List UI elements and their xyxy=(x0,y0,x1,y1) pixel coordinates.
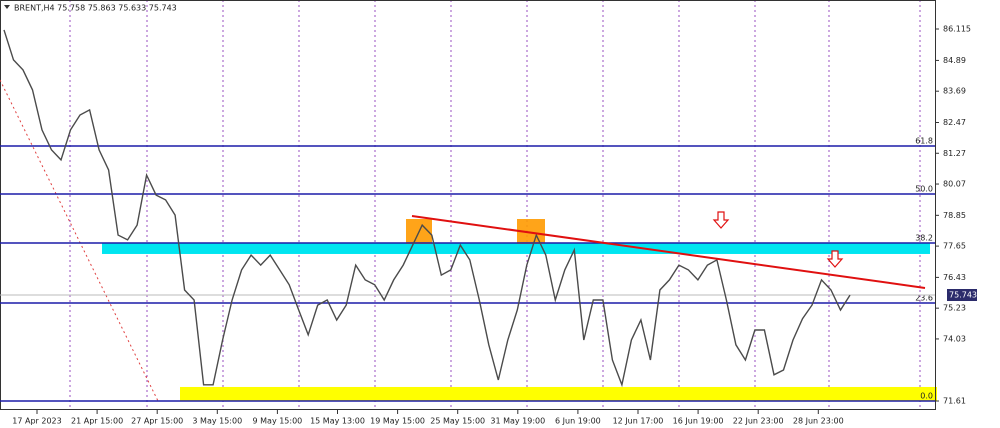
down-arrow xyxy=(712,211,730,229)
x-tick-label: 3 May 15:00 xyxy=(192,417,242,426)
plot-frame xyxy=(0,0,936,410)
x-tick-label: 12 Jun 17:00 xyxy=(613,417,664,426)
dropdown-icon xyxy=(4,5,10,9)
trendline xyxy=(411,214,926,289)
y-tick-label: 86.115 xyxy=(943,25,971,34)
x-tick-label: 9 May 15:00 xyxy=(253,417,303,426)
x-tick-label: 19 May 15:00 xyxy=(370,417,425,426)
fib-label: 38.2 xyxy=(915,233,933,242)
x-tick-label: 21 Apr 15:00 xyxy=(71,417,123,426)
fib-label: 0.0 xyxy=(920,391,933,400)
y-tick-label: 80.07 xyxy=(943,180,966,189)
y-tick-label: 71.61 xyxy=(943,396,966,405)
price-tag xyxy=(947,289,977,302)
x-tick-label: 25 May 15:00 xyxy=(430,417,485,426)
header: BRENT,H4 75.758 75.863 75.633 75.743 xyxy=(14,4,177,13)
y-tick-label: 77.65 xyxy=(943,242,966,251)
x-tick-label: 22 Jun 23:00 xyxy=(733,417,784,426)
price-line xyxy=(3,29,851,388)
y-tick-label: 78.85 xyxy=(943,211,966,220)
fib-label: 61.8 xyxy=(915,136,933,145)
x-tick-label: 28 Jun 23:00 xyxy=(793,417,844,426)
y-tick-label: 76.43 xyxy=(943,273,966,282)
fib-label: 23.6 xyxy=(915,293,933,302)
y-tick-label: 83.69 xyxy=(943,87,966,96)
down-arrow xyxy=(826,250,844,268)
x-tick-label: 31 May 19:00 xyxy=(490,417,545,426)
y-tick-label: 75.23 xyxy=(943,304,966,313)
zone xyxy=(180,386,937,401)
x-tick-label: 16 Jun 19:00 xyxy=(673,417,724,426)
x-tick-label: 15 May 13:00 xyxy=(310,417,365,426)
x-tick-label: 6 Jun 19:00 xyxy=(555,417,601,426)
y-tick-label: 84.89 xyxy=(943,56,966,65)
y-tick-label: 82.47 xyxy=(943,118,966,127)
zone xyxy=(102,242,930,254)
price-tag-label: 75.743 xyxy=(949,291,977,300)
x-tick-label: 17 Apr 2023 xyxy=(12,417,61,426)
fib-label: 50.0 xyxy=(915,184,933,193)
y-tick-label: 74.03 xyxy=(943,334,966,343)
x-tick-label: 27 Apr 15:00 xyxy=(131,417,183,426)
y-tick-label: 81.27 xyxy=(943,149,966,158)
